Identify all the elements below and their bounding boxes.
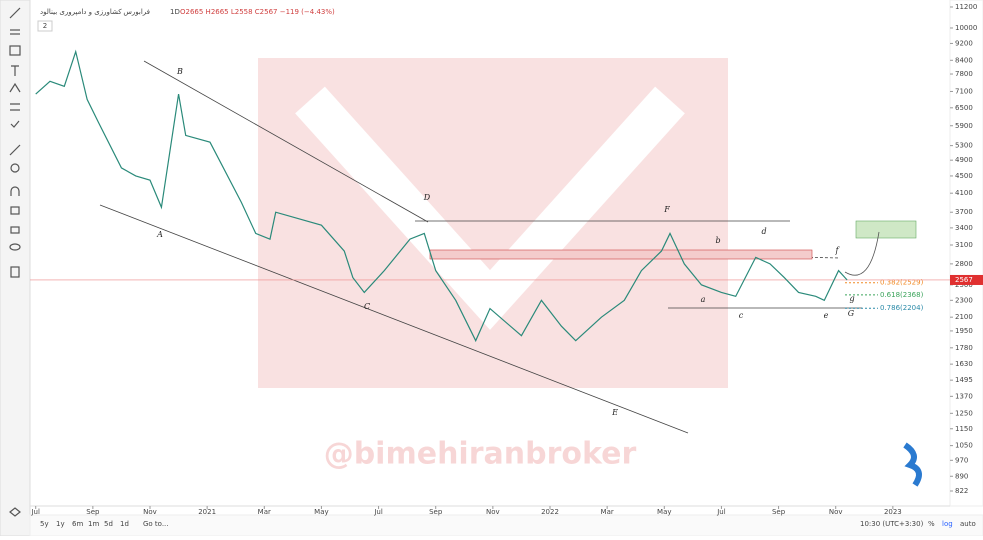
logo [903,442,922,487]
projection-arrow [844,231,880,276]
watermark-logo [258,58,728,388]
last-price-label: 2567 [955,276,973,284]
range-button[interactable]: 1m [88,520,99,528]
x-tick-label: 2022 [541,508,559,516]
interval: 1D [170,8,180,16]
y-tick-label: 1250 [955,409,973,417]
y-tick-label: 6500 [955,104,973,112]
x-tick-label: Sep [86,508,100,516]
wave-label: E [611,408,618,417]
goto-button[interactable]: Go to... [143,520,169,528]
indicator-toggle[interactable] [37,20,53,32]
x-tick-label: Jul [30,508,40,516]
x-tick-label: 2023 [884,508,902,516]
range-button[interactable]: 1y [56,520,65,528]
y-tick-label: 7800 [955,70,973,78]
x-tick-label: 2021 [198,508,216,516]
wave-label: e [824,311,829,320]
y-tick-label: 1495 [955,376,973,384]
fib-label: 0.382(2529) [880,279,924,287]
symbol: کشاورزی و دامپروری بینالود [40,8,122,16]
wave-label: D [423,193,431,202]
y-tick-label: 9200 [955,39,973,47]
y-tick-label: 1780 [955,344,973,352]
y-tick-label: 2100 [955,313,973,321]
wave-label: g [849,294,854,303]
range-button[interactable]: 5y [40,520,49,528]
y-tick-label: 1050 [955,442,973,450]
x-tick-label: Nov [829,508,843,516]
y-tick-label: 5300 [955,142,973,150]
timezone[interactable]: 10:30 (UTC+3:30) [860,520,924,528]
wave-label: d [761,227,766,236]
y-tick-label: 8400 [955,56,973,64]
y-tick-label: 10000 [955,24,977,32]
range-button[interactable]: 6m [72,520,83,528]
x-tick-label: May [657,508,671,516]
x-tick-label: Nov [486,508,500,516]
y-tick-label: 3700 [955,208,973,216]
x-tick-label: Nov [143,508,157,516]
y-tick-label: 5900 [955,122,973,130]
y-tick-label: 2300 [955,296,973,304]
wave-label: c [739,311,744,320]
y-tick-label: 3400 [955,224,973,232]
price-line [35,49,848,343]
y-tick-label: 4500 [955,172,973,180]
indicator-count: 2 [43,22,47,30]
x-tick-label: May [314,508,328,516]
y-tick-label: 1950 [955,327,973,335]
fib-label: 0.786(2204) [880,304,924,312]
wave-label: B [176,67,183,76]
ohlc: O2665 H2665 L2558 C2567 −119 (−4.43%) [180,8,335,16]
y-tick-label: 1630 [955,360,973,368]
x-tick-label: Mar [601,508,614,516]
y-tick-label: 1150 [955,425,973,433]
y-tick-label: 822 [955,487,968,495]
x-tick-label: Jul [716,508,726,516]
zone-box [429,249,813,260]
auto-toggle[interactable]: auto [960,520,976,528]
target-box [855,220,917,239]
range-button[interactable]: 1d [120,520,129,528]
x-tick-label: Sep [429,508,443,516]
log-toggle[interactable]: log [942,520,953,528]
wave-label: C [364,302,370,311]
last-price-tag [950,274,983,285]
y-tick-label: 970 [955,456,968,464]
drawing-tools[interactable] [9,7,21,517]
range-button[interactable]: 5d [104,520,113,528]
y-tick-label: 890 [955,472,968,480]
y-tick-label: 3100 [955,241,973,249]
exchange: فرابورس [123,8,150,16]
y-tick-label: 2800 [955,260,973,268]
x-tick-label: Jul [373,508,383,516]
trend-lines [99,60,862,434]
y-tick-label: 4900 [955,156,973,164]
fib-label: 0.618(2368) [880,291,924,299]
y-tick-label: 11200 [955,3,977,11]
x-tick-label: Mar [258,508,271,516]
wave-label: f [835,246,841,255]
wave-label: G [848,309,855,318]
wave-label: b [715,236,720,245]
watermark: @bimehiranbroker [324,437,637,472]
x-tick-label: Sep [772,508,786,516]
wave-label: a [701,295,706,304]
wave-label: A [156,230,163,239]
y-tick-label: 1370 [955,392,973,400]
percent-toggle[interactable]: % [928,520,935,528]
y-tick-label: 7100 [955,87,973,95]
wave-label: F [663,205,670,214]
y-tick-label: 4100 [955,189,973,197]
